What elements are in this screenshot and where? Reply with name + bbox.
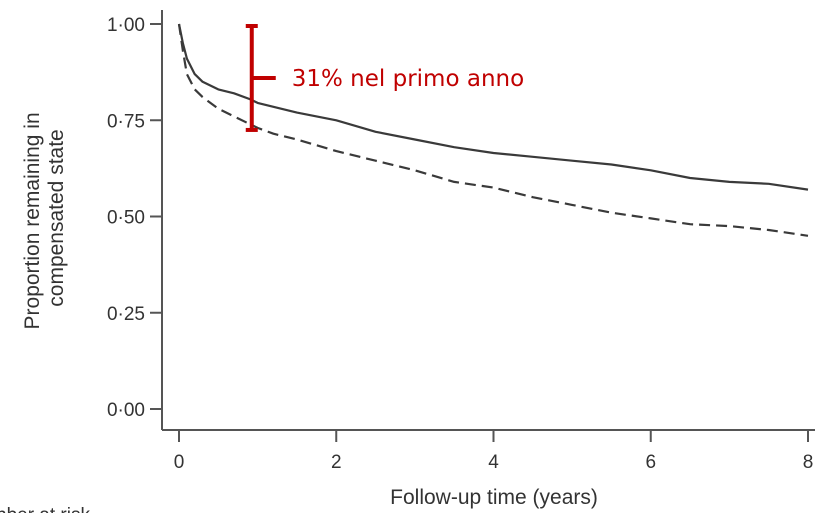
axes [161, 10, 815, 431]
y-axis-title-line-1: Proportion remaining in [21, 112, 44, 329]
y-axis-title-line-2: compensated state [45, 129, 68, 306]
y-tick-label: 0·25 [107, 304, 145, 325]
annotation-layer: 31% nel primo anno [245, 24, 524, 132]
series-layer [177, 23, 809, 237]
y-tick-label: 0·00 [107, 400, 145, 421]
x-ticks: 0 2 4 6 8 [174, 430, 814, 473]
x-tick-label: 4 [488, 452, 499, 473]
y-ticks: 0·00 0·25 0·50 0·75 1·00 [107, 15, 162, 421]
dashed-series-line [177, 23, 809, 237]
y-tick-label: 1·00 [107, 15, 145, 36]
solid-series-line [177, 23, 809, 191]
y-axis-title: Proportion remaining in compensated stat… [21, 107, 68, 330]
x-tick-label: 6 [645, 452, 656, 473]
x-tick-label: 2 [331, 452, 342, 473]
number-at-risk-label: nber at risk [0, 505, 90, 513]
x-tick-label: 0 [174, 452, 185, 473]
y-tick-label: 0·50 [107, 208, 145, 229]
x-tick-label: 8 [803, 452, 814, 473]
x-axis-title: Follow-up time (years) [390, 486, 598, 509]
y-tick-label: 0·75 [107, 111, 145, 132]
annotation-label: 31% nel primo anno [292, 66, 524, 92]
